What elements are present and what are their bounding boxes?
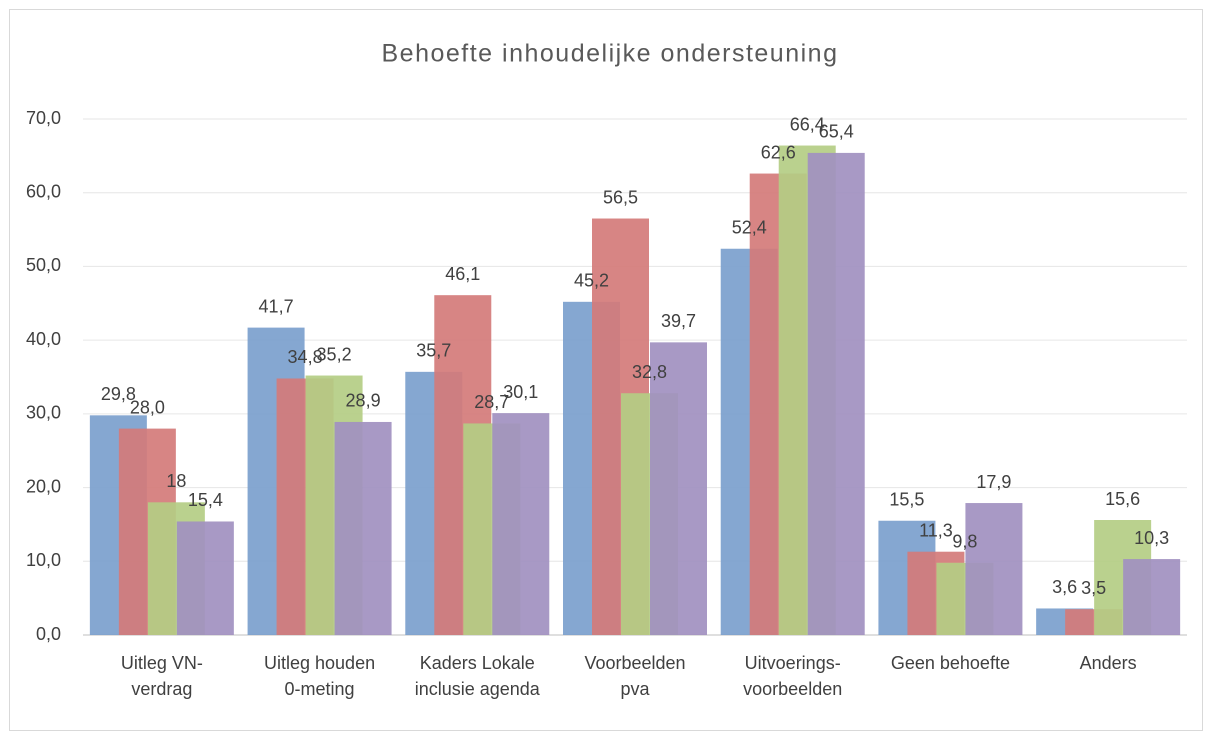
data-label: 45,2 [574,271,609,291]
y-tick-label: 0,0 [36,624,61,644]
x-tick-label: Uitleg houden 0-meting [264,653,376,699]
data-label: 28,7 [474,392,509,412]
data-label: 66,4 [790,114,825,134]
bar [807,152,865,635]
data-label: 56,5 [603,187,638,207]
bar [176,521,234,635]
y-tick-label: 40,0 [26,329,61,349]
y-tick-label: 70,0 [26,108,61,128]
data-label: 39,7 [661,311,696,331]
bar [492,413,550,635]
data-label: 3,6 [1052,577,1077,597]
y-tick-label: 10,0 [26,550,61,570]
data-label: 9,8 [952,532,977,552]
x-tick-label: Uitleg VN- verdrag [120,653,203,699]
data-label: 10,3 [1134,528,1169,548]
x-tick-label: Geen behoefte [890,653,1010,673]
data-label: 52,4 [732,217,767,237]
bar [965,503,1023,635]
data-label: 28,9 [346,391,381,411]
y-tick-label: 60,0 [26,181,61,201]
data-label: 29,8 [101,384,136,404]
data-label: 62,6 [761,142,796,162]
data-label: 3,5 [1081,578,1106,598]
data-label: 15,5 [889,489,924,509]
data-label: 15,4 [188,490,223,510]
x-tick-label: Uitvoerings- voorbeelden [743,653,843,699]
x-tick-label: Voorbeelden pva [584,653,686,699]
data-label: 35,2 [317,344,352,364]
x-tick-label: Anders [1079,653,1137,673]
bar [1123,559,1181,635]
data-label: 17,9 [976,472,1011,492]
data-label: 41,7 [259,296,294,316]
data-label: 15,6 [1105,489,1140,509]
data-label: 35,7 [416,341,451,361]
data-label: 30,1 [503,382,538,402]
y-tick-label: 30,0 [26,403,61,423]
chart-title: Behoefte inhoudelijke ondersteuning [382,40,839,68]
y-tick-label: 50,0 [26,255,61,275]
y-tick-label: 20,0 [26,476,61,496]
data-label: 34,8 [288,347,323,367]
x-tick-label: Kaders Lokale inclusie agenda [414,653,540,699]
data-label: 32,8 [632,362,667,382]
data-label: 28,0 [130,397,165,417]
bar [334,421,392,635]
bar [650,342,707,635]
data-label: 46,1 [445,264,480,284]
data-label: 65,4 [819,122,854,142]
data-label: 11,3 [919,520,953,540]
data-label: 18 [166,471,186,491]
